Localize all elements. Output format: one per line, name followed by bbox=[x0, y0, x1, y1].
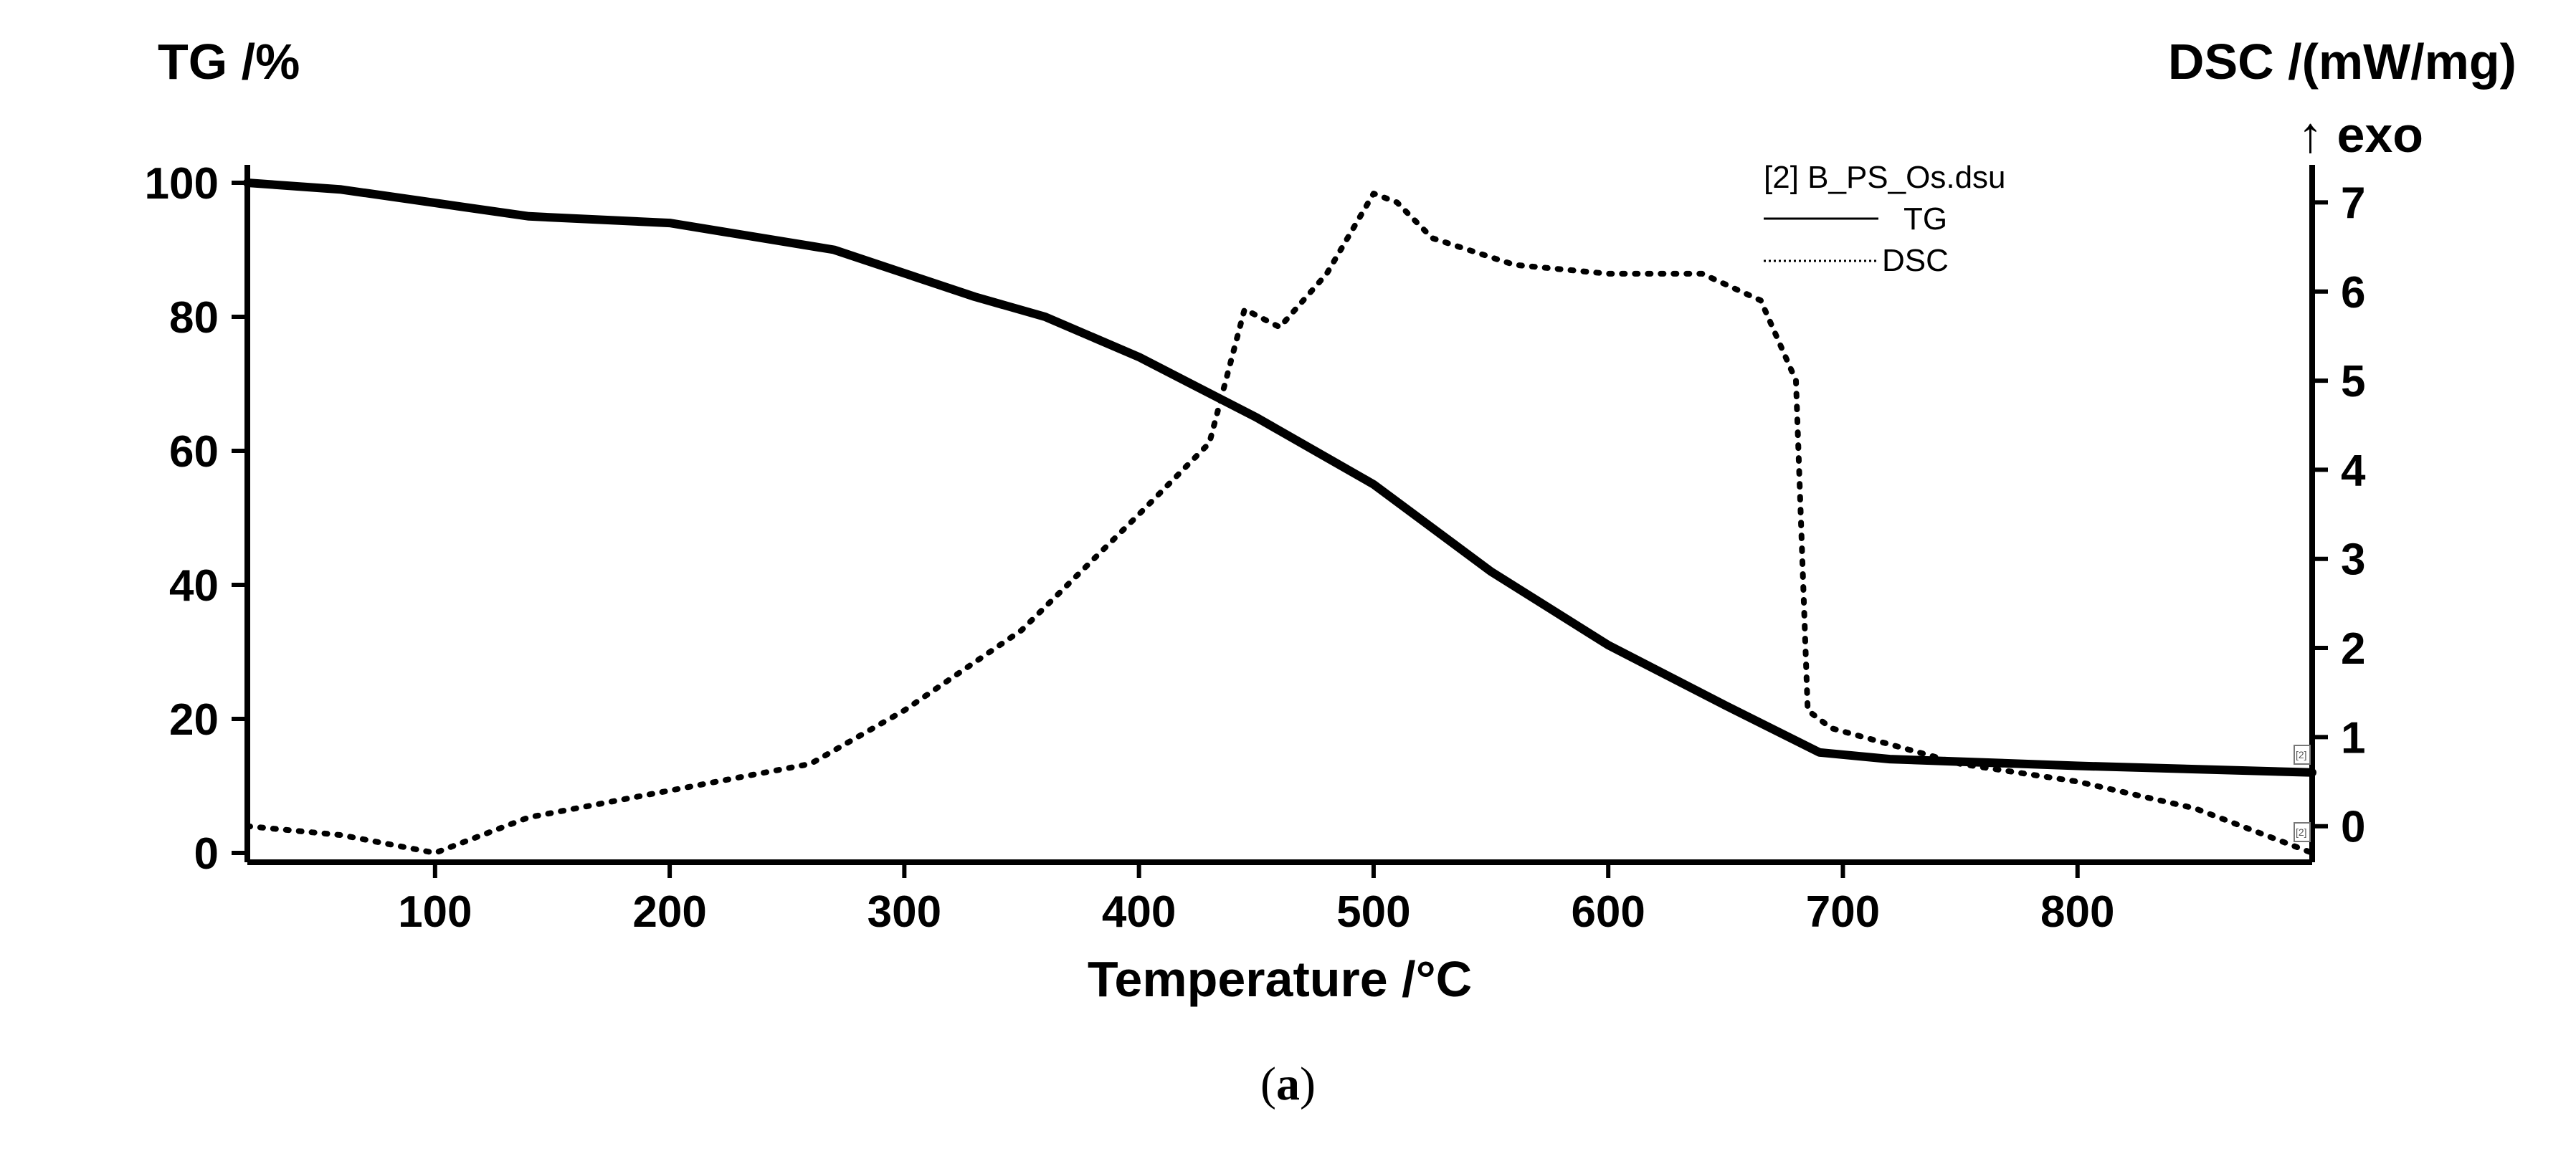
y-left-ticks: 0 20 40 60 80 100 bbox=[145, 159, 247, 879]
y-left-tick-label: 0 bbox=[194, 829, 219, 879]
legend-tg-label: TG bbox=[1904, 201, 1947, 237]
y-right-tick-label: 6 bbox=[2341, 268, 2365, 318]
x-tick-label: 800 bbox=[2040, 887, 2114, 937]
y-left-axis-title: TG /% bbox=[158, 34, 300, 90]
exo-annotation: ↑ exo bbox=[2298, 107, 2423, 163]
y-left-tick-label: 80 bbox=[169, 293, 219, 343]
y-right-tick-label: 5 bbox=[2341, 357, 2365, 406]
y-right-tick-label: 7 bbox=[2341, 178, 2365, 228]
x-axis-title: Temperature /°C bbox=[1088, 951, 1472, 1007]
x-tick-label: 700 bbox=[1806, 887, 1880, 937]
dsc-end-marker-label: [2] bbox=[2296, 826, 2307, 838]
tg-end-marker-label: [2] bbox=[2296, 749, 2307, 760]
caption-open: ( bbox=[1260, 1058, 1276, 1110]
dsc-end-marker bbox=[2294, 822, 2311, 842]
y-left-tick-label: 60 bbox=[169, 427, 219, 477]
caption-letter: a bbox=[1276, 1058, 1300, 1110]
y-right-tick-label: 0 bbox=[2341, 803, 2365, 852]
y-right-tick-label: 1 bbox=[2341, 713, 2365, 763]
y-right-tick-label: 3 bbox=[2341, 535, 2365, 585]
x-tick-label: 500 bbox=[1336, 887, 1410, 937]
x-tick-label: 400 bbox=[1102, 887, 1176, 937]
x-tick-label: 300 bbox=[868, 887, 941, 937]
x-ticks: 100 200 300 400 500 600 700 800 bbox=[398, 862, 2114, 937]
series-line-tg bbox=[243, 178, 2316, 777]
y-right-tick-label: 2 bbox=[2341, 624, 2365, 674]
tg-end-marker bbox=[2294, 745, 2311, 765]
y-left-tick-label: 40 bbox=[169, 561, 219, 611]
y-right-axis-title: DSC /(mW/mg) bbox=[2168, 34, 2516, 90]
legend-file-label: [2] B_PS_Os.dsu bbox=[1764, 160, 2006, 195]
figure-caption: (a) bbox=[0, 1057, 2576, 1112]
y-left-tick-label: 100 bbox=[145, 159, 219, 209]
x-tick-label: 200 bbox=[632, 887, 706, 937]
caption-close: ) bbox=[1300, 1058, 1316, 1110]
legend-dsc-label: DSC bbox=[1882, 243, 1949, 278]
x-tick-label: 600 bbox=[1571, 887, 1645, 937]
x-tick-label: 100 bbox=[398, 887, 472, 937]
y-right-tick-label: 4 bbox=[2341, 446, 2366, 495]
y-left-tick-label: 20 bbox=[169, 695, 219, 745]
series-layer bbox=[243, 178, 2316, 856]
series-line-dsc bbox=[244, 191, 2315, 856]
legend: [2] B_PS_Os.dsu TG DSC bbox=[1764, 160, 2006, 278]
y-right-ticks: 0 1 2 3 4 5 6 7 bbox=[2312, 178, 2366, 852]
